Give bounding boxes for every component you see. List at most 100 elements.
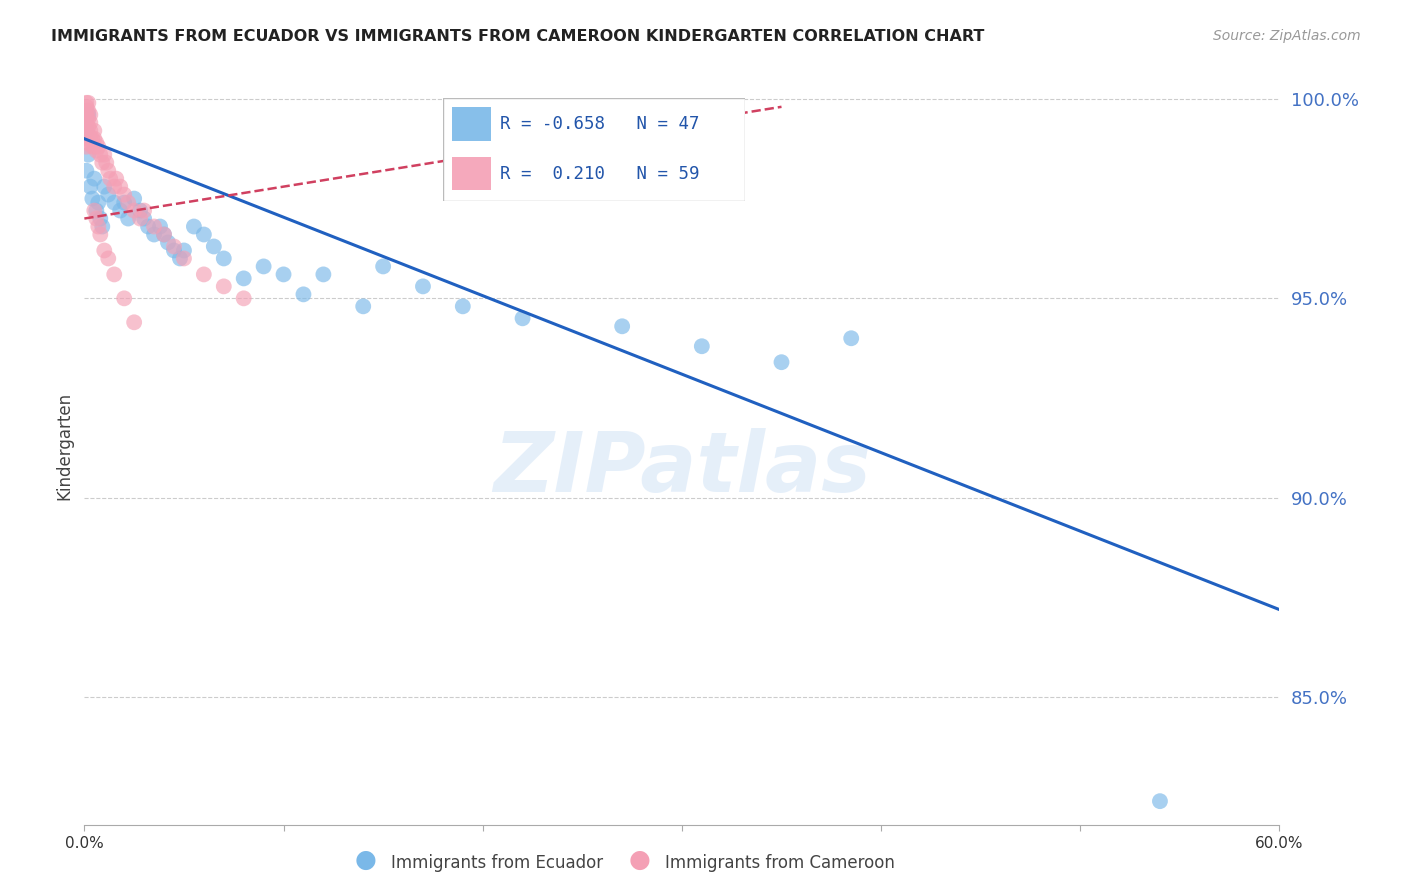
Point <box>89 211 111 226</box>
Point <box>93 244 115 258</box>
Point <box>122 192 145 206</box>
Point <box>82 192 104 206</box>
Point <box>103 179 125 194</box>
Bar <box>451 157 491 190</box>
Y-axis label: Kindergarten: Kindergarten <box>55 392 73 500</box>
Point <box>273 268 295 282</box>
Point <box>153 227 176 242</box>
Point <box>312 268 335 282</box>
Point <box>75 116 97 130</box>
Point <box>75 139 97 153</box>
Point <box>136 219 159 234</box>
Point <box>75 128 97 142</box>
Point <box>352 299 374 313</box>
Point <box>77 95 100 110</box>
Text: R =  0.210   N = 59: R = 0.210 N = 59 <box>501 164 700 183</box>
Point <box>157 235 180 250</box>
Point <box>79 179 101 194</box>
Point <box>153 227 176 242</box>
Point <box>110 203 132 218</box>
Point <box>93 147 115 161</box>
Point <box>83 171 105 186</box>
Point <box>193 227 215 242</box>
Point <box>82 132 104 146</box>
Text: ●: ● <box>354 848 377 872</box>
Bar <box>451 107 491 141</box>
Point <box>839 331 862 345</box>
Point <box>612 319 634 334</box>
Point <box>96 155 118 169</box>
Point <box>412 279 434 293</box>
Point <box>77 147 100 161</box>
Point <box>91 219 114 234</box>
Point <box>112 195 135 210</box>
Point <box>163 239 186 253</box>
Text: ZIPatlas: ZIPatlas <box>494 428 870 509</box>
Point <box>87 139 110 153</box>
Text: Immigrants from Ecuador: Immigrants from Ecuador <box>391 855 603 872</box>
Point <box>129 211 152 226</box>
Point <box>77 112 100 126</box>
Text: Immigrants from Cameroon: Immigrants from Cameroon <box>665 855 894 872</box>
Point <box>1149 794 1171 808</box>
Point <box>97 163 120 178</box>
Point <box>89 227 111 242</box>
Point <box>163 244 186 258</box>
Point <box>79 124 101 138</box>
Point <box>373 260 395 274</box>
Point <box>83 132 105 146</box>
Point <box>173 244 195 258</box>
Point <box>75 100 97 114</box>
Point <box>77 103 100 118</box>
Point <box>75 95 97 110</box>
Point <box>75 132 97 146</box>
Point <box>132 211 156 226</box>
Point <box>75 103 97 118</box>
Point <box>149 219 172 234</box>
Point <box>690 339 713 353</box>
Point <box>75 108 97 122</box>
Point <box>117 195 139 210</box>
Point <box>183 219 205 234</box>
Point <box>122 203 145 218</box>
Point <box>132 203 156 218</box>
Point <box>86 211 108 226</box>
Point <box>83 203 105 218</box>
Point <box>75 163 97 178</box>
Text: R = -0.658   N = 47: R = -0.658 N = 47 <box>501 115 700 133</box>
Point <box>89 147 111 161</box>
Point <box>98 171 121 186</box>
Point <box>193 268 215 282</box>
Point <box>253 260 276 274</box>
Point <box>112 187 135 202</box>
Point <box>143 219 166 234</box>
Point <box>87 219 110 234</box>
Point <box>75 124 97 138</box>
Point <box>75 112 97 126</box>
Point <box>82 139 104 153</box>
Point <box>91 155 114 169</box>
Point <box>79 116 101 130</box>
Point <box>212 252 235 266</box>
Point <box>143 227 166 242</box>
Point <box>202 239 225 253</box>
Point <box>105 171 128 186</box>
Point <box>75 136 97 150</box>
Point <box>97 187 120 202</box>
Point <box>512 311 534 326</box>
Point <box>173 252 195 266</box>
Point <box>117 211 139 226</box>
Point <box>103 268 125 282</box>
Point <box>103 195 125 210</box>
Point <box>110 179 132 194</box>
Text: ●: ● <box>628 848 651 872</box>
Text: Source: ZipAtlas.com: Source: ZipAtlas.com <box>1213 29 1361 43</box>
Point <box>292 287 315 301</box>
Point <box>86 136 108 150</box>
Point <box>232 291 254 305</box>
Point <box>97 252 120 266</box>
Point <box>83 124 105 138</box>
Point <box>169 252 191 266</box>
Point <box>86 144 108 158</box>
Point <box>122 315 145 329</box>
